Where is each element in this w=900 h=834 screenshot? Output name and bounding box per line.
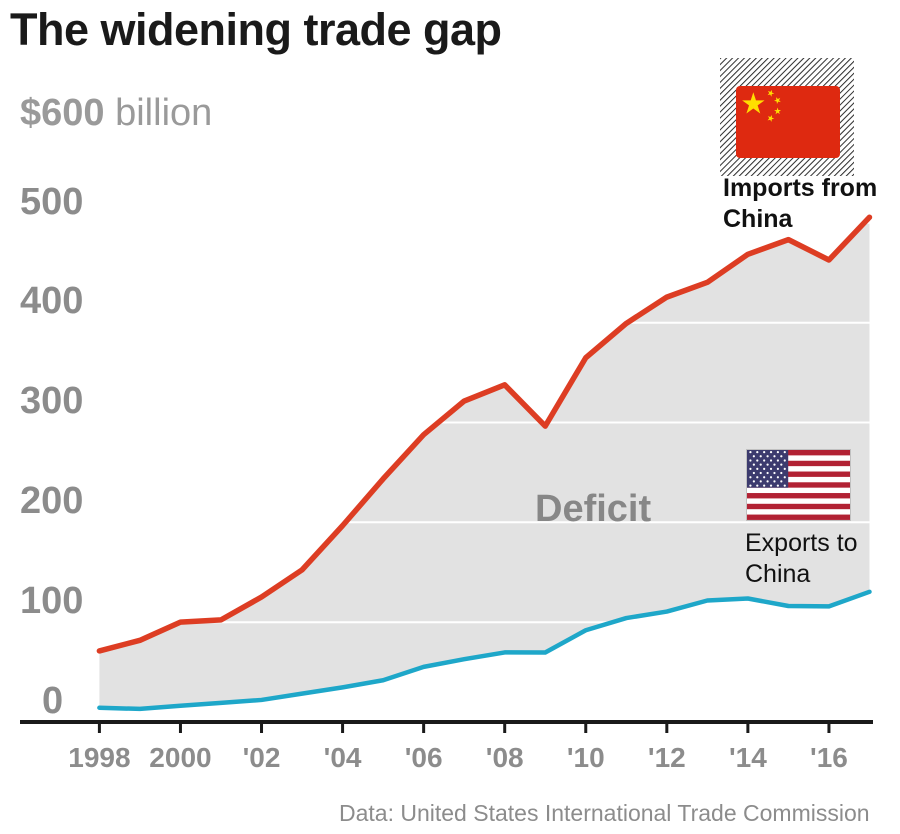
svg-text:Deficit: Deficit: [535, 488, 651, 530]
